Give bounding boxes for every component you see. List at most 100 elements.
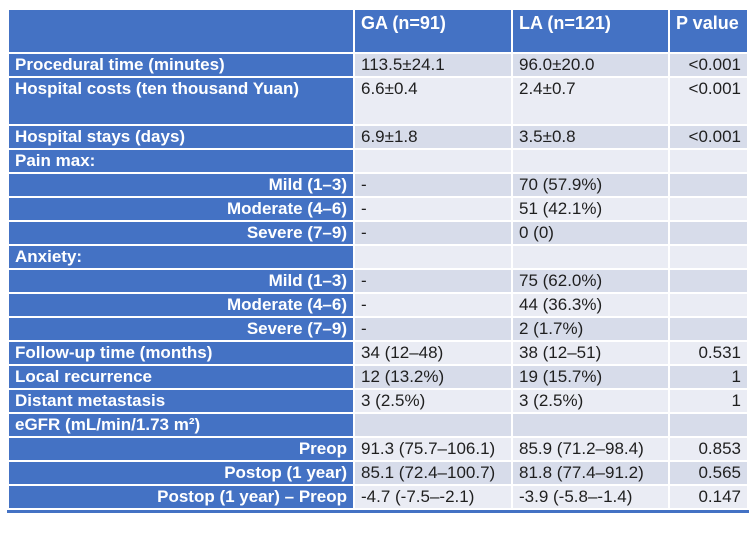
table-row: Hospital costs (ten thousand Yuan) 6.6±0.… <box>9 78 747 124</box>
la-value-cell: 85.9 (71.2–98.4) <box>513 438 668 460</box>
row-label-cell: Hospital costs (ten thousand Yuan) <box>9 78 353 124</box>
table-row: Moderate (4–6) -44 (36.3%) <box>9 294 747 316</box>
table-header: GA (n=91) LA (n=121) P value <box>9 10 747 52</box>
table-row: Follow-up time (months) 34 (12–48) 38 (12–… <box>9 342 747 364</box>
la-value-cell: 70 (57.9%) <box>513 174 668 196</box>
header-row: GA (n=91) LA (n=121) P value <box>9 10 747 52</box>
p-value-cell: <0.001 <box>670 126 747 148</box>
row-label-cell: Postop (1 year) – Preop <box>9 486 353 508</box>
row-label-cell: eGFR (mL/min/1.73 m²) <box>9 414 353 436</box>
ga-value-cell: 91.3 (75.7–106.1) <box>355 438 511 460</box>
ga-value-cell: 3 (2.5%) <box>355 390 511 412</box>
la-value-cell: 19 (15.7%) <box>513 366 668 388</box>
row-label-cell: Mild (1–3) <box>9 270 353 292</box>
p-value-cell <box>670 222 747 244</box>
table-row: Procedural time (minutes) 113.5±24.1 96.0±… <box>9 54 747 76</box>
row-label-cell: Moderate (4–6) <box>9 198 353 220</box>
p-value-cell: <0.001 <box>670 54 747 76</box>
p-value-cell <box>670 174 747 196</box>
ga-value-cell: - <box>355 270 511 292</box>
table-row: Pain max: <box>9 150 747 172</box>
row-label-cell: Hospital stays (days) <box>9 126 353 148</box>
p-value-cell: 0.531 <box>670 342 747 364</box>
ga-value-cell: - <box>355 294 511 316</box>
p-value-cell <box>670 246 747 268</box>
la-value-cell: 38 (12–51) <box>513 342 668 364</box>
table-row: Distant metastasis 3 (2.5%) 3 (2.5%) 1 <box>9 390 747 412</box>
ga-value-cell: -4.7 (-7.5–-2.1) <box>355 486 511 508</box>
table-row: Local recurrence 12 (13.2%) 19 (15.7%) 1 <box>9 366 747 388</box>
table-row: Severe (7–9) -0 (0) <box>9 222 747 244</box>
table-row: Preop 91.3 (75.7–106.1) 85.9 (71.2–98.4) 0.… <box>9 438 747 460</box>
table-row: Postop (1 year) – Preop -4.7 (-7.5–-2.1) -… <box>9 486 747 508</box>
ga-value-cell: 6.6±0.4 <box>355 78 511 124</box>
table-row: Hospital stays (days) 6.9±1.8 3.5±0.8 <0.00… <box>9 126 747 148</box>
la-value-cell: 0 (0) <box>513 222 668 244</box>
ga-value-cell: 12 (13.2%) <box>355 366 511 388</box>
row-label-cell: Follow-up time (months) <box>9 342 353 364</box>
la-value-cell <box>513 246 668 268</box>
p-value-cell: 0.147 <box>670 486 747 508</box>
p-value-cell: <0.001 <box>670 78 747 124</box>
ga-value-cell: 85.1 (72.4–100.7) <box>355 462 511 484</box>
p-value-cell: 1 <box>670 390 747 412</box>
p-value-cell <box>670 198 747 220</box>
table-row: Mild (1–3) -75 (62.0%) <box>9 270 747 292</box>
table-bottom-border <box>7 510 749 513</box>
la-value-cell <box>513 150 668 172</box>
ga-value-cell: 34 (12–48) <box>355 342 511 364</box>
la-value-cell: 51 (42.1%) <box>513 198 668 220</box>
ga-la-comparison-table: GA (n=91) LA (n=121) P value Procedural … <box>7 8 749 510</box>
la-value-cell: 81.8 (77.4–91.2) <box>513 462 668 484</box>
table-row: eGFR (mL/min/1.73 m²) <box>9 414 747 436</box>
p-value-cell <box>670 294 747 316</box>
header-la-column: LA (n=121) <box>513 10 668 52</box>
p-value-cell <box>670 414 747 436</box>
header-p-value-column: P value <box>670 10 747 52</box>
p-value-cell: 1 <box>670 366 747 388</box>
p-value-cell <box>670 318 747 340</box>
p-value-cell: 0.853 <box>670 438 747 460</box>
row-label-cell: Severe (7–9) <box>9 222 353 244</box>
row-label-cell: Preop <box>9 438 353 460</box>
table-row: Mild (1–3) -70 (57.9%) <box>9 174 747 196</box>
row-label-cell: Moderate (4–6) <box>9 294 353 316</box>
header-empty-cell <box>9 10 353 52</box>
table-body: Procedural time (minutes) 113.5±24.1 96.0±… <box>9 54 747 508</box>
table-row: Moderate (4–6) -51 (42.1%) <box>9 198 747 220</box>
ga-value-cell: 113.5±24.1 <box>355 54 511 76</box>
row-label-cell: Anxiety: <box>9 246 353 268</box>
table-row: Anxiety: <box>9 246 747 268</box>
p-value-cell <box>670 270 747 292</box>
row-label-cell: Procedural time (minutes) <box>9 54 353 76</box>
ga-value-cell: - <box>355 198 511 220</box>
ga-value-cell: 6.9±1.8 <box>355 126 511 148</box>
la-value-cell: -3.9 (-5.8–-1.4) <box>513 486 668 508</box>
ga-value-cell: - <box>355 174 511 196</box>
ga-value-cell: - <box>355 222 511 244</box>
table-row: Severe (7–9) -2 (1.7%) <box>9 318 747 340</box>
ga-value-cell <box>355 414 511 436</box>
la-value-cell <box>513 414 668 436</box>
comparison-table: GA (n=91) LA (n=121) P value Procedural … <box>7 8 749 513</box>
la-value-cell: 75 (62.0%) <box>513 270 668 292</box>
la-value-cell: 3.5±0.8 <box>513 126 668 148</box>
la-value-cell: 44 (36.3%) <box>513 294 668 316</box>
p-value-cell: 0.565 <box>670 462 747 484</box>
row-label-cell: Pain max: <box>9 150 353 172</box>
row-label-cell: Postop (1 year) <box>9 462 353 484</box>
p-value-cell <box>670 150 747 172</box>
ga-value-cell <box>355 150 511 172</box>
la-value-cell: 96.0±20.0 <box>513 54 668 76</box>
la-value-cell: 3 (2.5%) <box>513 390 668 412</box>
la-value-cell: 2.4±0.7 <box>513 78 668 124</box>
ga-value-cell <box>355 246 511 268</box>
ga-value-cell: - <box>355 318 511 340</box>
row-label-cell: Mild (1–3) <box>9 174 353 196</box>
header-ga-column: GA (n=91) <box>355 10 511 52</box>
table-row: Postop (1 year) 85.1 (72.4–100.7) 81.8 (77… <box>9 462 747 484</box>
row-label-cell: Distant metastasis <box>9 390 353 412</box>
row-label-cell: Severe (7–9) <box>9 318 353 340</box>
la-value-cell: 2 (1.7%) <box>513 318 668 340</box>
row-label-cell: Local recurrence <box>9 366 353 388</box>
